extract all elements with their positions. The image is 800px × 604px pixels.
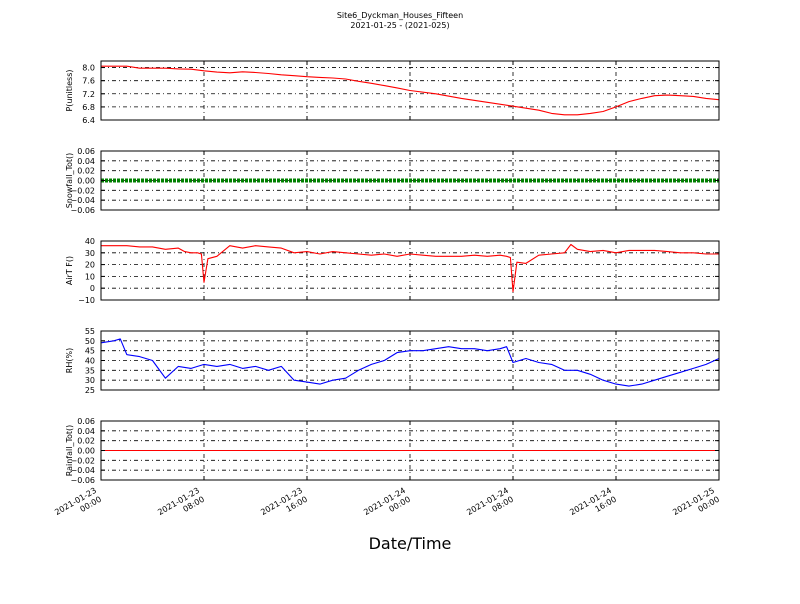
ytick-label: 40	[85, 357, 95, 366]
y-axis-label: Snowfall_Tot()	[65, 153, 74, 209]
series-line	[101, 65, 720, 116]
panel-3: −10 0 10 20 30 40 AirT F()	[65, 237, 720, 305]
xtick-label: 2021-01-2300:00	[53, 486, 103, 526]
ytick-label: −0.04	[70, 196, 95, 205]
ytick-label: −10	[78, 296, 95, 305]
ytick-label: 40	[85, 237, 95, 246]
xtick-label: 2021-01-2408:00	[465, 486, 515, 526]
panel-1: 6.4 6.8 7.2 7.6 8.0 P(unitless)	[65, 60, 720, 125]
ytick-label: 0.00	[77, 177, 95, 186]
ytick-label: 0.00	[77, 447, 95, 456]
y-axis-label: Rainfall_Tot()	[65, 425, 74, 477]
xtick-label: 2021-01-2308:00	[156, 486, 206, 526]
chart-title: Site6_Dyckman_Houses_Fifteen	[336, 11, 464, 20]
ytick-label: 0.06	[77, 147, 95, 156]
ytick-label: 0.06	[77, 417, 95, 426]
x-axis-label: Date/Time	[368, 534, 452, 553]
ytick-label: 10	[85, 272, 95, 281]
chart-subtitle: 2021-01-25 - (2021-025)	[350, 21, 450, 30]
xtick-label: 2021-01-2416:00	[568, 486, 618, 526]
panel-5: −0.06−0.04−0.020.000.020.040.06Rainfall_…	[65, 417, 720, 485]
ytick-label: 7.6	[82, 77, 95, 86]
ytick-label: −0.06	[70, 476, 95, 485]
xtick-label: 2021-01-2400:00	[362, 486, 412, 526]
ytick-label: 55	[85, 327, 95, 336]
ytick-label: 6.4	[82, 116, 95, 125]
ytick-label: −0.02	[70, 456, 95, 465]
ytick-label: 7.2	[82, 90, 95, 99]
ytick-label: 20	[85, 261, 95, 270]
y-axis-label: P(unitless)	[65, 69, 74, 111]
xtick-label: 2021-01-2316:00	[259, 486, 309, 526]
panel-2: −0.06−0.04−0.020.000.020.040.06Snowfall_…	[65, 147, 720, 215]
ytick-label: −0.06	[70, 206, 95, 215]
ytick-label: −0.04	[70, 466, 95, 475]
xtick-label: 2021-01-2500:00	[671, 486, 721, 526]
ytick-label: 30	[85, 249, 95, 258]
ytick-label: 0.02	[77, 437, 95, 446]
ytick-label: 6.8	[82, 103, 95, 112]
ytick-label: 45	[85, 347, 95, 356]
series-line	[101, 243, 719, 293]
series-line	[100, 338, 720, 387]
ytick-label: 30	[85, 376, 95, 385]
y-axis-label: RH(%)	[65, 348, 74, 373]
ytick-label: 0	[90, 284, 95, 293]
ytick-label: 0.02	[77, 167, 95, 176]
ytick-label: −0.02	[70, 186, 95, 195]
ytick-label: 25	[85, 386, 95, 395]
ytick-label: 0.04	[77, 157, 95, 166]
ytick-label: 35	[85, 366, 95, 375]
ytick-label: 50	[85, 337, 95, 346]
ytick-label: 0.04	[77, 427, 95, 436]
y-axis-label: AirT F()	[65, 256, 74, 285]
ytick-label: 8.0	[82, 64, 95, 73]
